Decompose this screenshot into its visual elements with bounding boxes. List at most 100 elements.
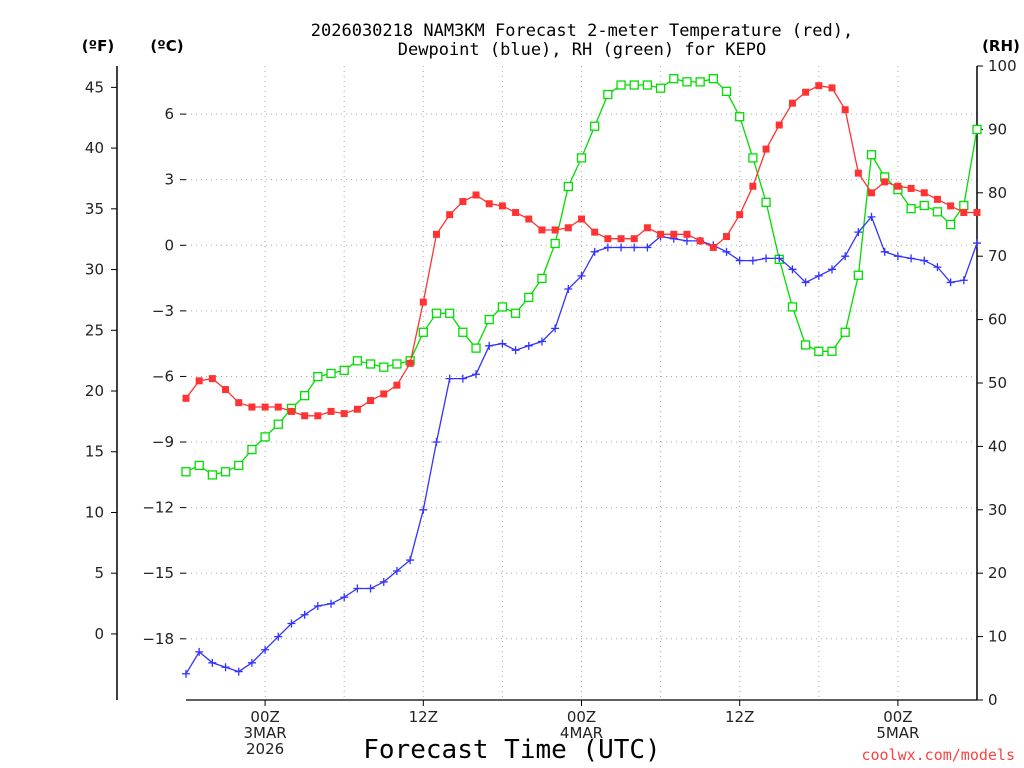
temperature-point bbox=[274, 403, 282, 411]
rh-tick-label: 30 bbox=[988, 501, 1007, 519]
temperature-point bbox=[723, 233, 731, 241]
x-tick-label: 12Z bbox=[725, 708, 754, 726]
rh-point bbox=[932, 207, 943, 217]
dewpoint-point bbox=[432, 438, 441, 447]
dewpoint-point bbox=[682, 236, 691, 245]
dewpoint-point bbox=[748, 256, 757, 265]
rh-point bbox=[827, 346, 837, 356]
dewpoint-point bbox=[617, 243, 626, 252]
data-series bbox=[181, 74, 982, 678]
x-axis-label: Forecast Time (UTC) bbox=[363, 735, 660, 765]
rh-point bbox=[207, 470, 218, 480]
rh-point bbox=[748, 153, 758, 163]
temperature-point bbox=[749, 182, 757, 190]
rh-point bbox=[866, 150, 877, 160]
fahrenheit-tick-label: 10 bbox=[85, 503, 104, 521]
celsius-tick-label: 6 bbox=[164, 105, 174, 123]
temperature-point bbox=[591, 228, 599, 236]
temperature-point bbox=[446, 211, 454, 219]
fahrenheit-tick-label: 5 bbox=[94, 564, 104, 582]
rh-point bbox=[840, 327, 850, 337]
x-tick-label: 5MAR bbox=[876, 724, 919, 742]
rh-point bbox=[484, 314, 494, 325]
rh-point bbox=[431, 308, 442, 318]
dewpoint-line bbox=[185, 215, 978, 675]
temperature-point bbox=[947, 202, 955, 210]
rh-point bbox=[392, 359, 402, 369]
x-tick-label: 12Z bbox=[409, 708, 438, 726]
rh-point bbox=[695, 77, 705, 87]
dewpoint-point bbox=[801, 278, 810, 287]
temperature-point bbox=[881, 178, 889, 186]
dewpoint-point bbox=[590, 247, 599, 256]
rh-tick-label: 0 bbox=[988, 691, 998, 709]
celsius-unit-label: (ºC) bbox=[150, 37, 183, 55]
rh-point bbox=[919, 200, 929, 211]
temperature-point bbox=[314, 412, 322, 420]
temperature-point bbox=[235, 399, 243, 407]
temperature-point bbox=[485, 200, 493, 208]
temperature-point bbox=[222, 386, 230, 394]
dewpoint-point bbox=[498, 339, 507, 348]
rh-point bbox=[708, 74, 718, 84]
fahrenheit-tick-label: 0 bbox=[94, 625, 104, 643]
rh-point bbox=[537, 273, 547, 284]
rh-point bbox=[234, 460, 244, 471]
rh-tick-label: 60 bbox=[988, 311, 1007, 329]
dewpoint-point bbox=[392, 567, 401, 576]
fahrenheit-tick-label: 25 bbox=[85, 321, 104, 339]
dewpoint-point bbox=[814, 271, 823, 280]
rh-point bbox=[260, 432, 270, 442]
rh-tick-label: 50 bbox=[988, 374, 1007, 392]
temperature-point bbox=[208, 375, 216, 383]
rh-tick-label: 90 bbox=[988, 120, 1007, 138]
dewpoint-point bbox=[775, 254, 784, 263]
dewpoint-point bbox=[182, 669, 190, 678]
rh-point bbox=[603, 89, 613, 100]
dewpoint-point bbox=[973, 239, 981, 248]
x-tick-label: 2026 bbox=[246, 740, 284, 758]
x-tick-label: 3MAR bbox=[244, 724, 287, 742]
temperature-point bbox=[828, 84, 836, 92]
temperature-point bbox=[287, 407, 295, 415]
chart-title-line-2: Dewpoint (blue), RH (green) for KEPO bbox=[398, 40, 766, 60]
dewpoint-point bbox=[485, 341, 494, 350]
temperature-point bbox=[538, 226, 546, 234]
temperature-point bbox=[841, 106, 849, 114]
fahrenheit-tick-label: 35 bbox=[85, 200, 104, 218]
temperature-point bbox=[788, 99, 796, 107]
temperature-point bbox=[406, 359, 414, 367]
chart-title-line-1: 2026030218 NAM3KM Forecast 2-meter Tempe… bbox=[311, 21, 853, 41]
dewpoint-point bbox=[261, 645, 270, 654]
rh-unit-label: (RH) bbox=[982, 37, 1020, 55]
temperature-point bbox=[182, 394, 190, 402]
x-tick-label: 00Z bbox=[883, 708, 912, 726]
temperature-point bbox=[512, 208, 520, 216]
temperature-point bbox=[775, 121, 783, 129]
x-tick-label: 00Z bbox=[567, 708, 596, 726]
temperature-point bbox=[578, 215, 585, 223]
rh-point bbox=[590, 121, 600, 131]
dewpoint-point bbox=[445, 374, 454, 383]
dewpoint-point bbox=[524, 341, 533, 350]
dewpoint-point bbox=[630, 243, 639, 252]
rh-point bbox=[642, 80, 653, 90]
temperature-point bbox=[419, 298, 427, 306]
temperature-point bbox=[327, 407, 335, 415]
dewpoint-point bbox=[300, 610, 309, 619]
dewpoint-point bbox=[959, 276, 968, 285]
dewpoint-point bbox=[287, 619, 296, 628]
temperature-point bbox=[696, 237, 704, 245]
temperature-point bbox=[617, 235, 625, 243]
temperature-point bbox=[340, 410, 348, 418]
rh-point bbox=[550, 238, 560, 249]
dewpoint-series bbox=[182, 212, 981, 678]
temperature-point bbox=[367, 396, 375, 404]
dewpoint-point bbox=[221, 663, 230, 672]
rh-point bbox=[800, 340, 811, 350]
dewpoint-point bbox=[827, 265, 836, 274]
temperature-point bbox=[195, 377, 203, 385]
rh-point bbox=[352, 356, 363, 366]
temperature-point bbox=[630, 235, 638, 243]
temperature-series bbox=[182, 82, 981, 420]
